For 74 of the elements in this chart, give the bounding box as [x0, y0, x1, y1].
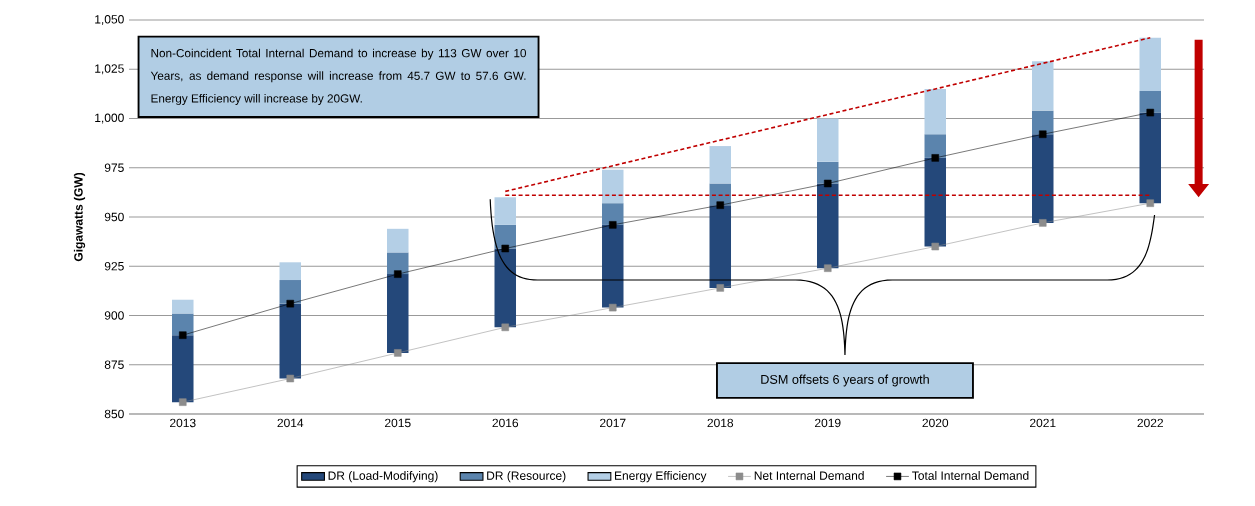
y-tick-label: 1,050 — [95, 15, 124, 25]
point — [716, 284, 724, 292]
point — [931, 154, 939, 162]
bar — [1139, 90, 1161, 113]
bar — [1139, 112, 1161, 204]
point — [286, 299, 294, 308]
bar — [709, 146, 732, 184]
y-tick-label: 1,025 — [95, 64, 124, 75]
x-tick-label: 2020 — [922, 418, 949, 428]
bar — [387, 228, 409, 253]
x-tick-label: 2015 — [385, 418, 411, 428]
point — [394, 270, 402, 278]
point — [1146, 199, 1154, 207]
bar — [494, 197, 517, 225]
y-tick-label: 900 — [104, 311, 124, 320]
annotation: Non-Coincident Total Internal Demand to increase by 113 GW over 10 Years, as demand response will increase from 45.7 GW to 57.6 GW. Energy Efficiency will increase by 20GW. — [150, 48, 527, 105]
bar — [817, 183, 839, 269]
point — [394, 349, 402, 357]
point — [609, 303, 617, 312]
annotation: DSM offsets 6 years of growth — [761, 374, 929, 387]
legend-label: Total Internal Demand — [912, 471, 1029, 480]
point — [501, 323, 509, 332]
bar — [924, 134, 947, 158]
x-tick-label: 2021 — [1030, 418, 1056, 428]
bar — [817, 118, 839, 162]
bar — [279, 280, 302, 304]
point — [286, 374, 294, 383]
legend-label: Net Internal Demand — [754, 471, 864, 480]
bar — [602, 203, 624, 225]
point — [1039, 219, 1047, 227]
x-tick-label: 2013 — [170, 418, 196, 428]
bar — [924, 157, 947, 247]
point — [501, 244, 509, 253]
bar — [387, 274, 409, 353]
x-tick-label: 2022 — [1137, 418, 1163, 428]
y-tick-label: 850 — [104, 409, 124, 419]
point — [824, 179, 832, 188]
y-tick-label: 875 — [104, 360, 124, 369]
bar — [602, 224, 624, 308]
legend-label: Energy Efficiency — [614, 471, 707, 483]
x-tick-label: 2014 — [277, 418, 304, 428]
legend-label: DR (Resource) — [487, 471, 566, 483]
bar — [172, 299, 194, 314]
x-tick-label: 2017 — [600, 418, 626, 428]
point — [609, 221, 617, 229]
point — [824, 264, 832, 272]
bar — [387, 252, 409, 275]
y-tick-label: 925 — [104, 261, 124, 271]
bar — [1139, 37, 1161, 91]
x-tick-label: 2019 — [815, 418, 841, 428]
point — [931, 242, 939, 251]
bar — [172, 335, 194, 403]
y-tick-label: 950 — [104, 212, 124, 222]
bar — [279, 262, 302, 281]
point — [179, 398, 187, 406]
y-tick-label: 1,000 — [95, 113, 124, 124]
bar — [1032, 134, 1054, 223]
bar — [1032, 61, 1054, 111]
bar — [924, 88, 947, 135]
bar — [602, 169, 624, 204]
bar — [279, 303, 302, 379]
y-axis-title: Gigawatts (GW) — [73, 172, 86, 262]
point — [716, 201, 724, 209]
point — [179, 331, 187, 339]
y-tick-label: 975 — [104, 163, 124, 172]
x-tick-label: 2018 — [707, 418, 734, 428]
x-tick-label: 2016 — [492, 418, 519, 428]
point — [1146, 108, 1154, 117]
bar — [172, 313, 194, 336]
bar — [1032, 110, 1054, 135]
bar — [709, 205, 732, 288]
point — [1039, 130, 1047, 138]
bar — [494, 248, 517, 328]
legend-label: DR (Load-Modifying) — [328, 471, 438, 483]
